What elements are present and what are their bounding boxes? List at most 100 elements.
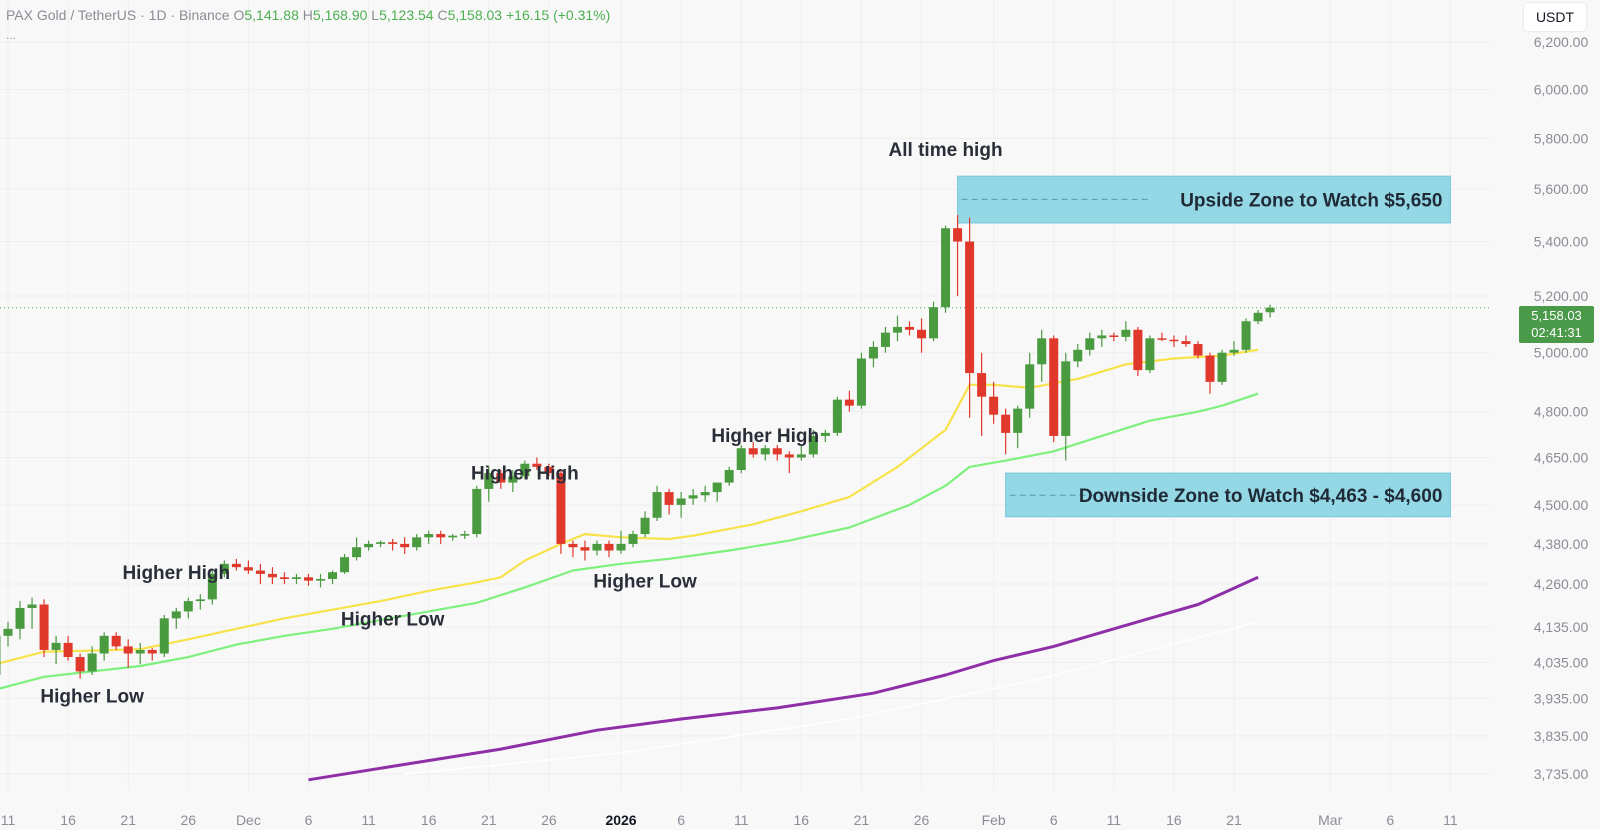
time-tick-label: 11 xyxy=(361,812,376,828)
candle-body xyxy=(376,542,386,544)
price-tick-label: 5,600.00 xyxy=(1534,181,1589,197)
candle-body xyxy=(820,432,830,436)
candle-body xyxy=(941,228,951,308)
price-tick-label: 5,200.00 xyxy=(1534,288,1589,304)
candle-body xyxy=(484,473,494,489)
candle-body xyxy=(460,534,470,536)
candle-body xyxy=(905,326,914,330)
candle-body xyxy=(1109,335,1119,337)
candle-body xyxy=(556,473,566,544)
candle-body xyxy=(291,577,301,579)
candle-body xyxy=(1073,349,1083,362)
open-label: O xyxy=(233,7,245,23)
candle-body xyxy=(412,537,422,548)
candle-body xyxy=(1061,361,1071,436)
candle-body xyxy=(3,628,13,636)
time-tick-label: 2026 xyxy=(605,812,636,828)
candle-body xyxy=(796,454,806,458)
high-value: 5,168.90 xyxy=(312,7,368,23)
candles xyxy=(0,215,1275,679)
zones: Upside Zone to Watch $5,650 Downside Zone… xyxy=(957,175,1451,518)
candle-body xyxy=(748,448,758,455)
candle-body xyxy=(880,332,890,347)
upside-zone xyxy=(957,175,1451,224)
candle-body xyxy=(652,492,662,518)
annotations: Higher Low Higher High Higher Low Higher Hi… xyxy=(40,140,1002,707)
candle-body xyxy=(736,448,746,470)
candle-body xyxy=(39,604,49,650)
time-tick-label: 16 xyxy=(421,812,437,828)
candle-body xyxy=(592,543,602,551)
candle-body xyxy=(388,542,398,544)
candle-body xyxy=(772,448,782,455)
annotation-label: Higher Low xyxy=(593,571,697,592)
candle-body xyxy=(267,573,277,578)
time-tick-label: 16 xyxy=(60,812,76,828)
bar-countdown: 02:41:31 xyxy=(1531,325,1582,340)
candle-body xyxy=(75,657,85,672)
time-tick-label: 11 xyxy=(1,812,16,828)
candle-body xyxy=(316,578,326,581)
price-tick-label: 5,400.00 xyxy=(1534,234,1589,250)
candle-body xyxy=(1181,341,1191,345)
price-tick-label: 3,735.00 xyxy=(1534,766,1589,782)
ema_slow-line xyxy=(308,575,1259,782)
candle-body xyxy=(700,492,710,496)
candle-body xyxy=(604,543,614,551)
candle-body xyxy=(1097,335,1107,339)
candle-body xyxy=(580,547,590,551)
candle-body xyxy=(279,577,289,579)
candle-body xyxy=(760,448,770,455)
candle-body xyxy=(496,473,506,483)
candle-body xyxy=(340,557,350,573)
change-value: +16.15 (+0.31%) xyxy=(505,7,611,23)
candle-body xyxy=(917,329,927,339)
candle-body xyxy=(364,543,374,548)
candle-body xyxy=(87,653,97,672)
symbol-name[interactable]: PAX Gold / TetherUS · 1D · Binance xyxy=(6,7,230,23)
time-tick-label: 21 xyxy=(481,812,497,828)
candle-body xyxy=(929,307,939,339)
grid xyxy=(0,307,1490,309)
candle-body xyxy=(219,563,229,574)
price-tick-label: 4,650.00 xyxy=(1534,450,1589,466)
candle-body xyxy=(400,543,410,548)
candle-body xyxy=(1145,338,1155,371)
candle-body xyxy=(832,399,842,433)
candle-body xyxy=(147,649,157,654)
more-options[interactable]: ... xyxy=(6,28,17,42)
candle-body xyxy=(243,567,253,571)
candle-body xyxy=(436,534,446,538)
time-axis[interactable]: 11 16 21 26 Dec 6 11 16 21 26 2026 6 11 16 21 26 Feb 6 11 1… xyxy=(1,812,1458,828)
candle-body xyxy=(171,611,181,619)
candle-body xyxy=(1229,349,1239,353)
time-tick-label: 6 xyxy=(1386,812,1394,828)
price-tick-label: 6,200.00 xyxy=(1534,34,1589,50)
time-tick-label: 11 xyxy=(734,812,749,828)
low-label: L xyxy=(371,7,380,23)
candle-body xyxy=(808,435,818,455)
price-axis[interactable]: 6,200.00 6,000.00 5,800.00 5,600.00 5,400.00… xyxy=(1534,34,1589,782)
candle-body xyxy=(195,599,205,602)
candle-body xyxy=(868,346,878,359)
annotation-label: Higher High xyxy=(471,463,579,484)
candle-body xyxy=(989,396,999,415)
sma_faint-line xyxy=(404,621,1259,775)
candle-body xyxy=(1133,329,1143,371)
candle-body xyxy=(520,463,530,477)
candle-body xyxy=(1013,408,1023,433)
currency-button[interactable]: USDT xyxy=(1524,3,1586,31)
price-tick-label: 5,000.00 xyxy=(1534,345,1589,361)
price-tick-label: 4,380.00 xyxy=(1534,536,1589,552)
candle-body xyxy=(135,649,145,654)
candle-body xyxy=(977,373,987,397)
candle-body xyxy=(1253,312,1263,322)
zone-label: Downside Zone to Watch $4,463 - $4,600 xyxy=(1079,486,1443,507)
candle-body xyxy=(63,642,73,658)
price-tick-label: 6,000.00 xyxy=(1534,81,1589,97)
candle-body xyxy=(15,607,25,629)
symbol-legend[interactable]: PAX Gold / TetherUS · 1D · Binance O5,14… xyxy=(6,7,610,23)
time-tick-label: Feb xyxy=(982,812,1006,828)
candle-body xyxy=(676,498,686,505)
